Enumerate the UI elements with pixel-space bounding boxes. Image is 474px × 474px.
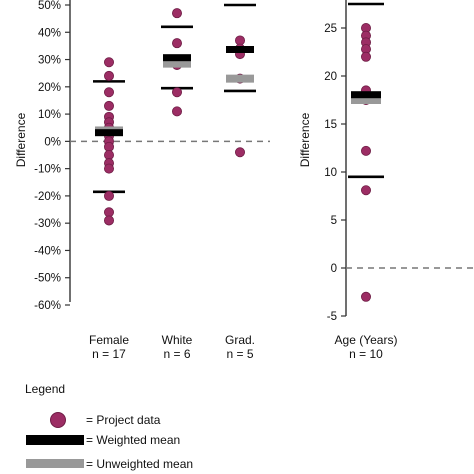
y-tick-label: -20% — [34, 191, 61, 203]
unweighted-mean-bar — [226, 74, 254, 83]
data-point — [104, 87, 115, 98]
data-point — [104, 215, 115, 226]
category-count-label: n = 10 — [349, 347, 383, 361]
y-tick-label: -50% — [34, 273, 61, 285]
y-axis-label-right: Difference — [298, 112, 312, 167]
y-tick-label: -30% — [34, 218, 61, 230]
legend-item-project-data: = Project data — [86, 413, 161, 427]
data-point — [171, 106, 182, 117]
y-tick-label: -60% — [34, 300, 61, 312]
data-point — [104, 190, 115, 201]
legend-weighted-mean-swatch — [26, 435, 84, 445]
legend-unweighted-mean-swatch — [26, 459, 84, 468]
data-point — [360, 291, 371, 302]
weighted-mean-bar — [226, 46, 254, 53]
y-tick-label: 20 — [324, 71, 337, 83]
category-count-label: n = 17 — [92, 347, 126, 361]
data-point — [360, 185, 371, 196]
data-point — [360, 145, 371, 156]
legend-item-weighted-mean: = Weighted mean — [86, 433, 180, 447]
data-point — [104, 163, 115, 174]
y-tick-label: 0 — [331, 263, 337, 275]
y-tick-label: -10% — [34, 164, 61, 176]
y-tick-label: 0% — [44, 136, 61, 148]
y-tick-label: 50% — [38, 0, 61, 12]
legend-item-unweighted-mean: = Unweighted mean — [86, 457, 193, 471]
data-point — [104, 57, 115, 68]
category-label: Age (Years) — [335, 333, 398, 347]
data-point — [360, 51, 371, 62]
data-point — [234, 147, 245, 158]
weighted-mean-bar — [163, 54, 191, 62]
y-tick-label: 25 — [324, 23, 337, 35]
legend-point-swatch — [50, 412, 66, 428]
y-tick-label: -40% — [34, 245, 61, 257]
category-label: Female — [89, 333, 129, 347]
y-tick-label: 20% — [38, 82, 61, 94]
y-tick-label: 15 — [324, 119, 337, 131]
category-labels-right: Age (Years)n = 10 — [335, 333, 398, 361]
category-label: Grad. — [225, 333, 255, 347]
chart-panel-age: 25 20 15 10 5 0 -5 Difference Age (Years)n = 1… — [298, 0, 474, 361]
legend-title: Legend — [25, 382, 65, 396]
data-marks-left — [93, 3, 256, 226]
unweighted-mean-bar — [163, 59, 191, 68]
y-tick-label: 5 — [331, 215, 337, 227]
y-axis-label-left: Difference — [14, 112, 28, 167]
unweighted-mean-bar — [351, 96, 381, 104]
category-label: White — [162, 333, 193, 347]
data-point — [171, 8, 182, 19]
data-point — [104, 100, 115, 111]
data-point — [104, 70, 115, 81]
y-tick-label: -5 — [327, 311, 337, 323]
y-ticks-left: 50% 40% 30% 20% 10% 0% -10% -20% -30% -40% -50% -60… — [34, 0, 70, 312]
data-point — [171, 38, 182, 49]
data-marks-right — [348, 2, 384, 302]
chart-panel-percent: 50% 40% 30% 20% 10% 0% -10% -20% -30% -40% -50% -60… — [14, 0, 270, 361]
weighted-mean-bar — [95, 129, 123, 137]
data-point — [171, 87, 182, 98]
y-tick-label: 10 — [324, 167, 337, 179]
legend: Legend = Project data = Weighted mean = … — [25, 382, 193, 471]
weighted-mean-bar — [351, 91, 381, 99]
y-tick-label: 40% — [38, 27, 61, 39]
y-tick-label: 10% — [38, 109, 61, 121]
category-count-label: n = 6 — [163, 347, 190, 361]
category-count-label: n = 5 — [226, 347, 253, 361]
y-ticks-right: 25 20 15 10 5 0 -5 — [324, 23, 346, 323]
y-tick-label: 30% — [38, 55, 61, 67]
